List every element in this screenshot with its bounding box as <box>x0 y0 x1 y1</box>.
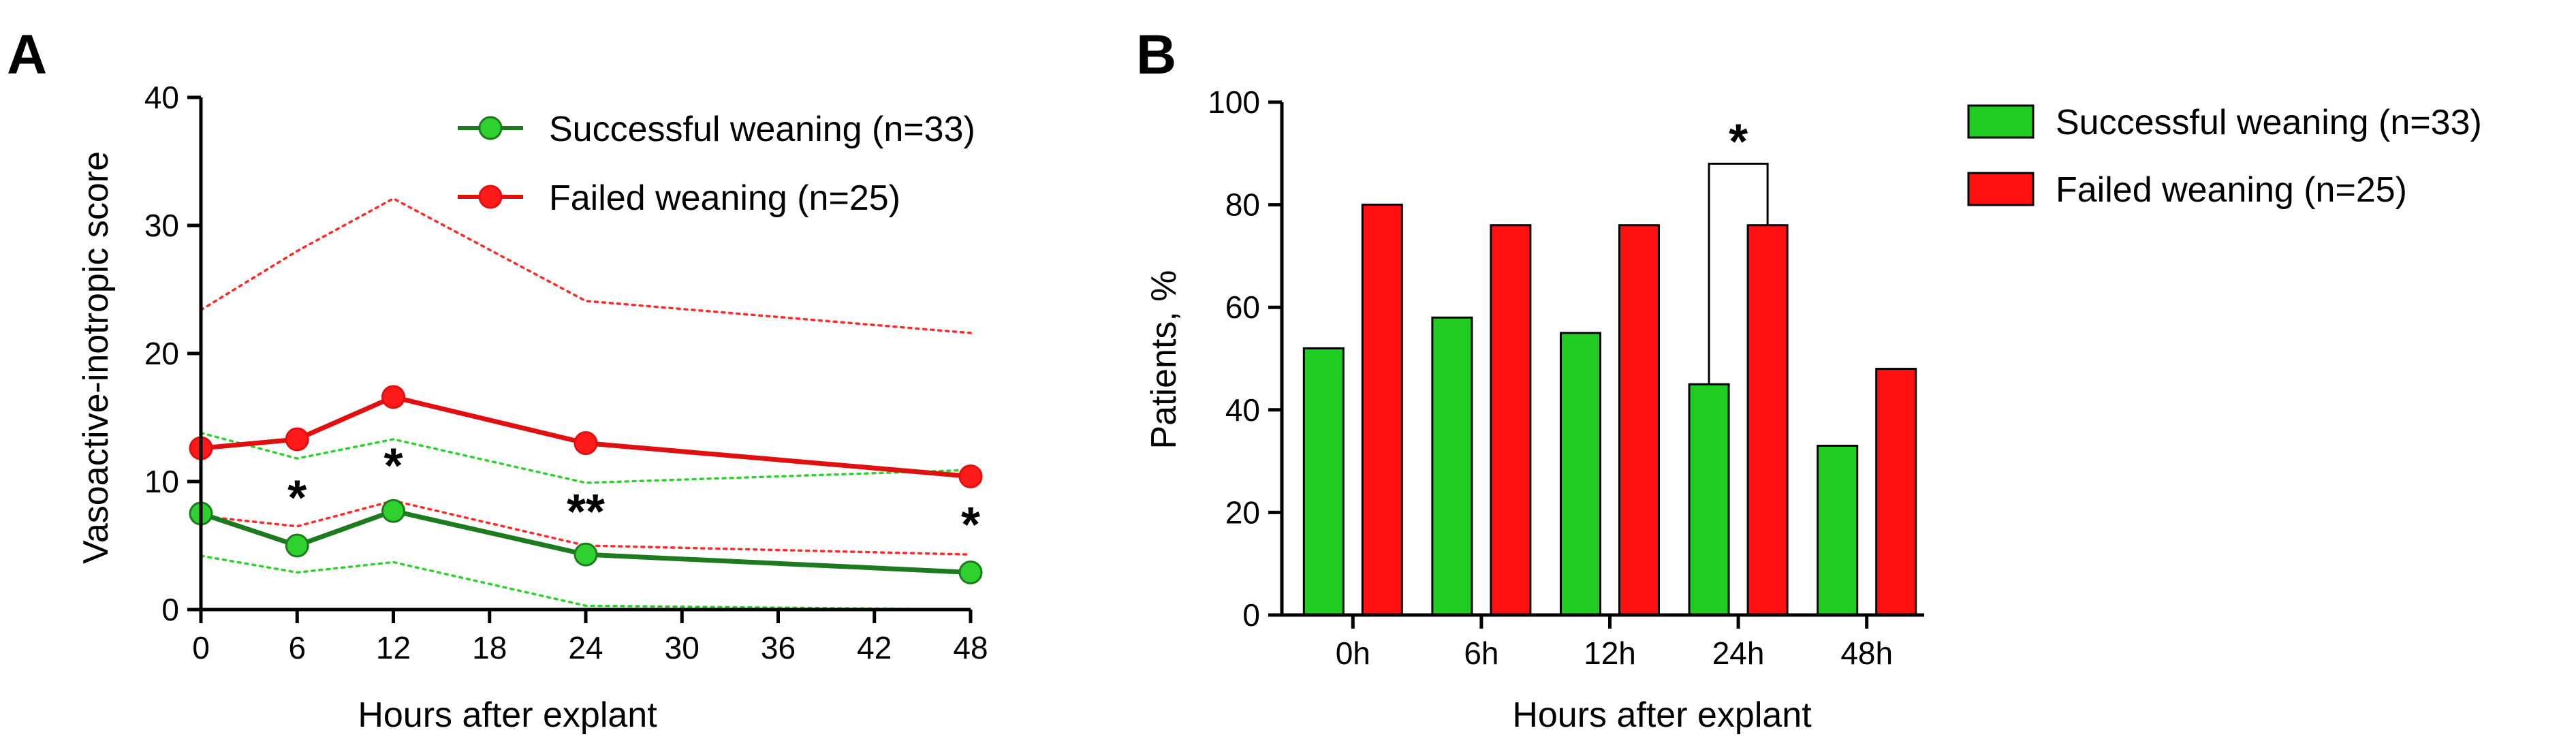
panel-a-successful-point <box>958 560 983 584</box>
panel-a-failed-point <box>381 385 405 409</box>
panel-b-legend-item-failed: Failed weaning (n=25) <box>1967 170 2407 210</box>
legend-successful-bar-swatch <box>1967 104 2035 139</box>
panel-a-legend-successful-label: Successful weaning (n=33) <box>549 110 975 149</box>
panel-b-bar-successful-24h <box>1688 383 1730 616</box>
panel-b-bar-successful-0h <box>1302 347 1345 616</box>
panel-b-y-tick-label: 40 <box>1225 392 1260 428</box>
panel-b-y-tick-label: 20 <box>1225 494 1260 530</box>
panel-b-bar-failed-0h <box>1361 204 1403 616</box>
panel-a-significance-star: ** <box>567 485 605 539</box>
panel-a-y-tick-label: 40 <box>144 80 179 115</box>
panel-b-bar-successful-48h <box>1817 445 1859 616</box>
panel-b-bar-successful-12h <box>1560 332 1601 616</box>
panel-a-failed-ci-upper <box>200 197 972 334</box>
panel-b-label: B <box>1136 24 1176 86</box>
panel-b-legend-successful-label: Successful weaning (n=33) <box>2056 103 2482 142</box>
panel-b-x-tick-label: 0h <box>1336 635 1370 671</box>
panel-b-significance-bracket: * <box>1708 114 1769 385</box>
panel-a-x-ticks: 0 6 12 18 24 30 36 42 48 <box>192 610 988 665</box>
panel-a-failed-point <box>574 431 598 456</box>
panel-a-x-tick-label: 18 <box>472 630 507 665</box>
panel-a-legend: Successful weaning (n=33) Failed weaning… <box>458 110 975 218</box>
panel-a-legend-failed-label: Failed weaning (n=25) <box>549 178 900 218</box>
panel-a-successful-ci-upper <box>200 431 972 484</box>
panel-a-x-tick-label: 42 <box>857 630 892 665</box>
panel-a-label: A <box>7 24 47 86</box>
panel-a-legend-item-successful: Successful weaning (n=33) <box>458 110 975 149</box>
panel-a-x-tick-label: 0 <box>192 630 210 665</box>
panel-a-failed-point <box>285 427 309 452</box>
panel-b-x-tick-label: 48h <box>1840 635 1893 671</box>
panel-b-bar-failed-24h <box>1746 224 1789 616</box>
panel-b: B 0 20 40 60 80 100 0h 6h 12h 24h 48h * Hours aft… <box>1136 24 2482 735</box>
panel-a-y-tick-label: 30 <box>144 208 179 243</box>
panel-a-x-tick-label: 24 <box>568 630 603 665</box>
panel-a-failed-point <box>958 464 983 488</box>
panel-a-y-tick-label: 0 <box>161 592 179 627</box>
panel-a-significance-star: * <box>383 439 403 494</box>
panel-a-x-tick-label: 36 <box>761 630 796 665</box>
panel-b-legend-item-successful: Successful weaning (n=33) <box>1967 103 2482 142</box>
panel-a-successful-point <box>574 542 598 567</box>
panel-b-y-tick-label: 0 <box>1242 597 1260 633</box>
panel-a-significance-star: * <box>287 471 307 526</box>
legend-failed-marker-swatch <box>478 185 503 209</box>
panel-a-y-axis-title: Vasoactive-inotropic score <box>76 151 116 564</box>
panel-b-y-tick-label: 80 <box>1225 187 1260 223</box>
panel-b-x-tick-label: 12h <box>1584 635 1636 671</box>
panel-b-x-tick-label: 6h <box>1464 635 1498 671</box>
panel-b-significance-star: * <box>1729 114 1748 169</box>
panel-a-x-tick-label: 6 <box>288 630 306 665</box>
panel-b-legend-failed-label: Failed weaning (n=25) <box>2056 170 2407 210</box>
panel-a-y-tick-label: 10 <box>144 464 179 499</box>
panel-b-bracket-line <box>1708 162 1769 385</box>
panel-b-y-tick-label: 100 <box>1208 84 1260 120</box>
panel-a-successful-point <box>381 499 405 523</box>
panel-a-significance-stars: **** * <box>287 439 980 552</box>
panel-b-y-tick-label: 60 <box>1225 289 1260 325</box>
panel-a-x-tick-label: 30 <box>665 630 700 665</box>
panel-a-y-tick-label: 20 <box>144 336 179 371</box>
panel-b-x-axis-title: Hours after explant <box>1512 695 1812 735</box>
legend-failed-bar-swatch <box>1967 172 2035 206</box>
panel-a-series-markers <box>189 385 983 584</box>
panel-a-y-ticks: 0 10 20 30 40 <box>144 80 201 627</box>
panel-a-successful-point <box>285 533 309 558</box>
panel-b-bars <box>1302 204 1917 616</box>
panel-b-legend: Successful weaning (n=33) Failed weaning… <box>1967 103 2482 210</box>
panel-b-x-ticks: 0h 6h 12h 24h 48h <box>1336 615 1893 671</box>
legend-successful-marker-swatch <box>478 116 503 140</box>
panel-b-bar-failed-48h <box>1875 368 1917 616</box>
panel-a-successful-ci-lower <box>200 554 972 611</box>
panel-a-x-tick-label: 48 <box>953 630 988 665</box>
panel-a-significance-star: * <box>961 498 980 552</box>
panel-b-x-tick-label: 24h <box>1712 635 1765 671</box>
panel-a-legend-item-failed: Failed weaning (n=25) <box>458 178 900 218</box>
panel-a-x-tick-label: 12 <box>376 630 411 665</box>
panel-b-y-axis-title: Patients, % <box>1144 270 1184 449</box>
panel-a-x-axis-title: Hours after explant <box>358 695 657 735</box>
panel-b-bar-successful-6h <box>1431 316 1473 616</box>
panel-b-y-ticks: 0 20 40 60 80 100 <box>1208 84 1282 633</box>
panel-b-bar-failed-6h <box>1490 224 1532 616</box>
panel-b-bar-failed-12h <box>1618 224 1660 616</box>
